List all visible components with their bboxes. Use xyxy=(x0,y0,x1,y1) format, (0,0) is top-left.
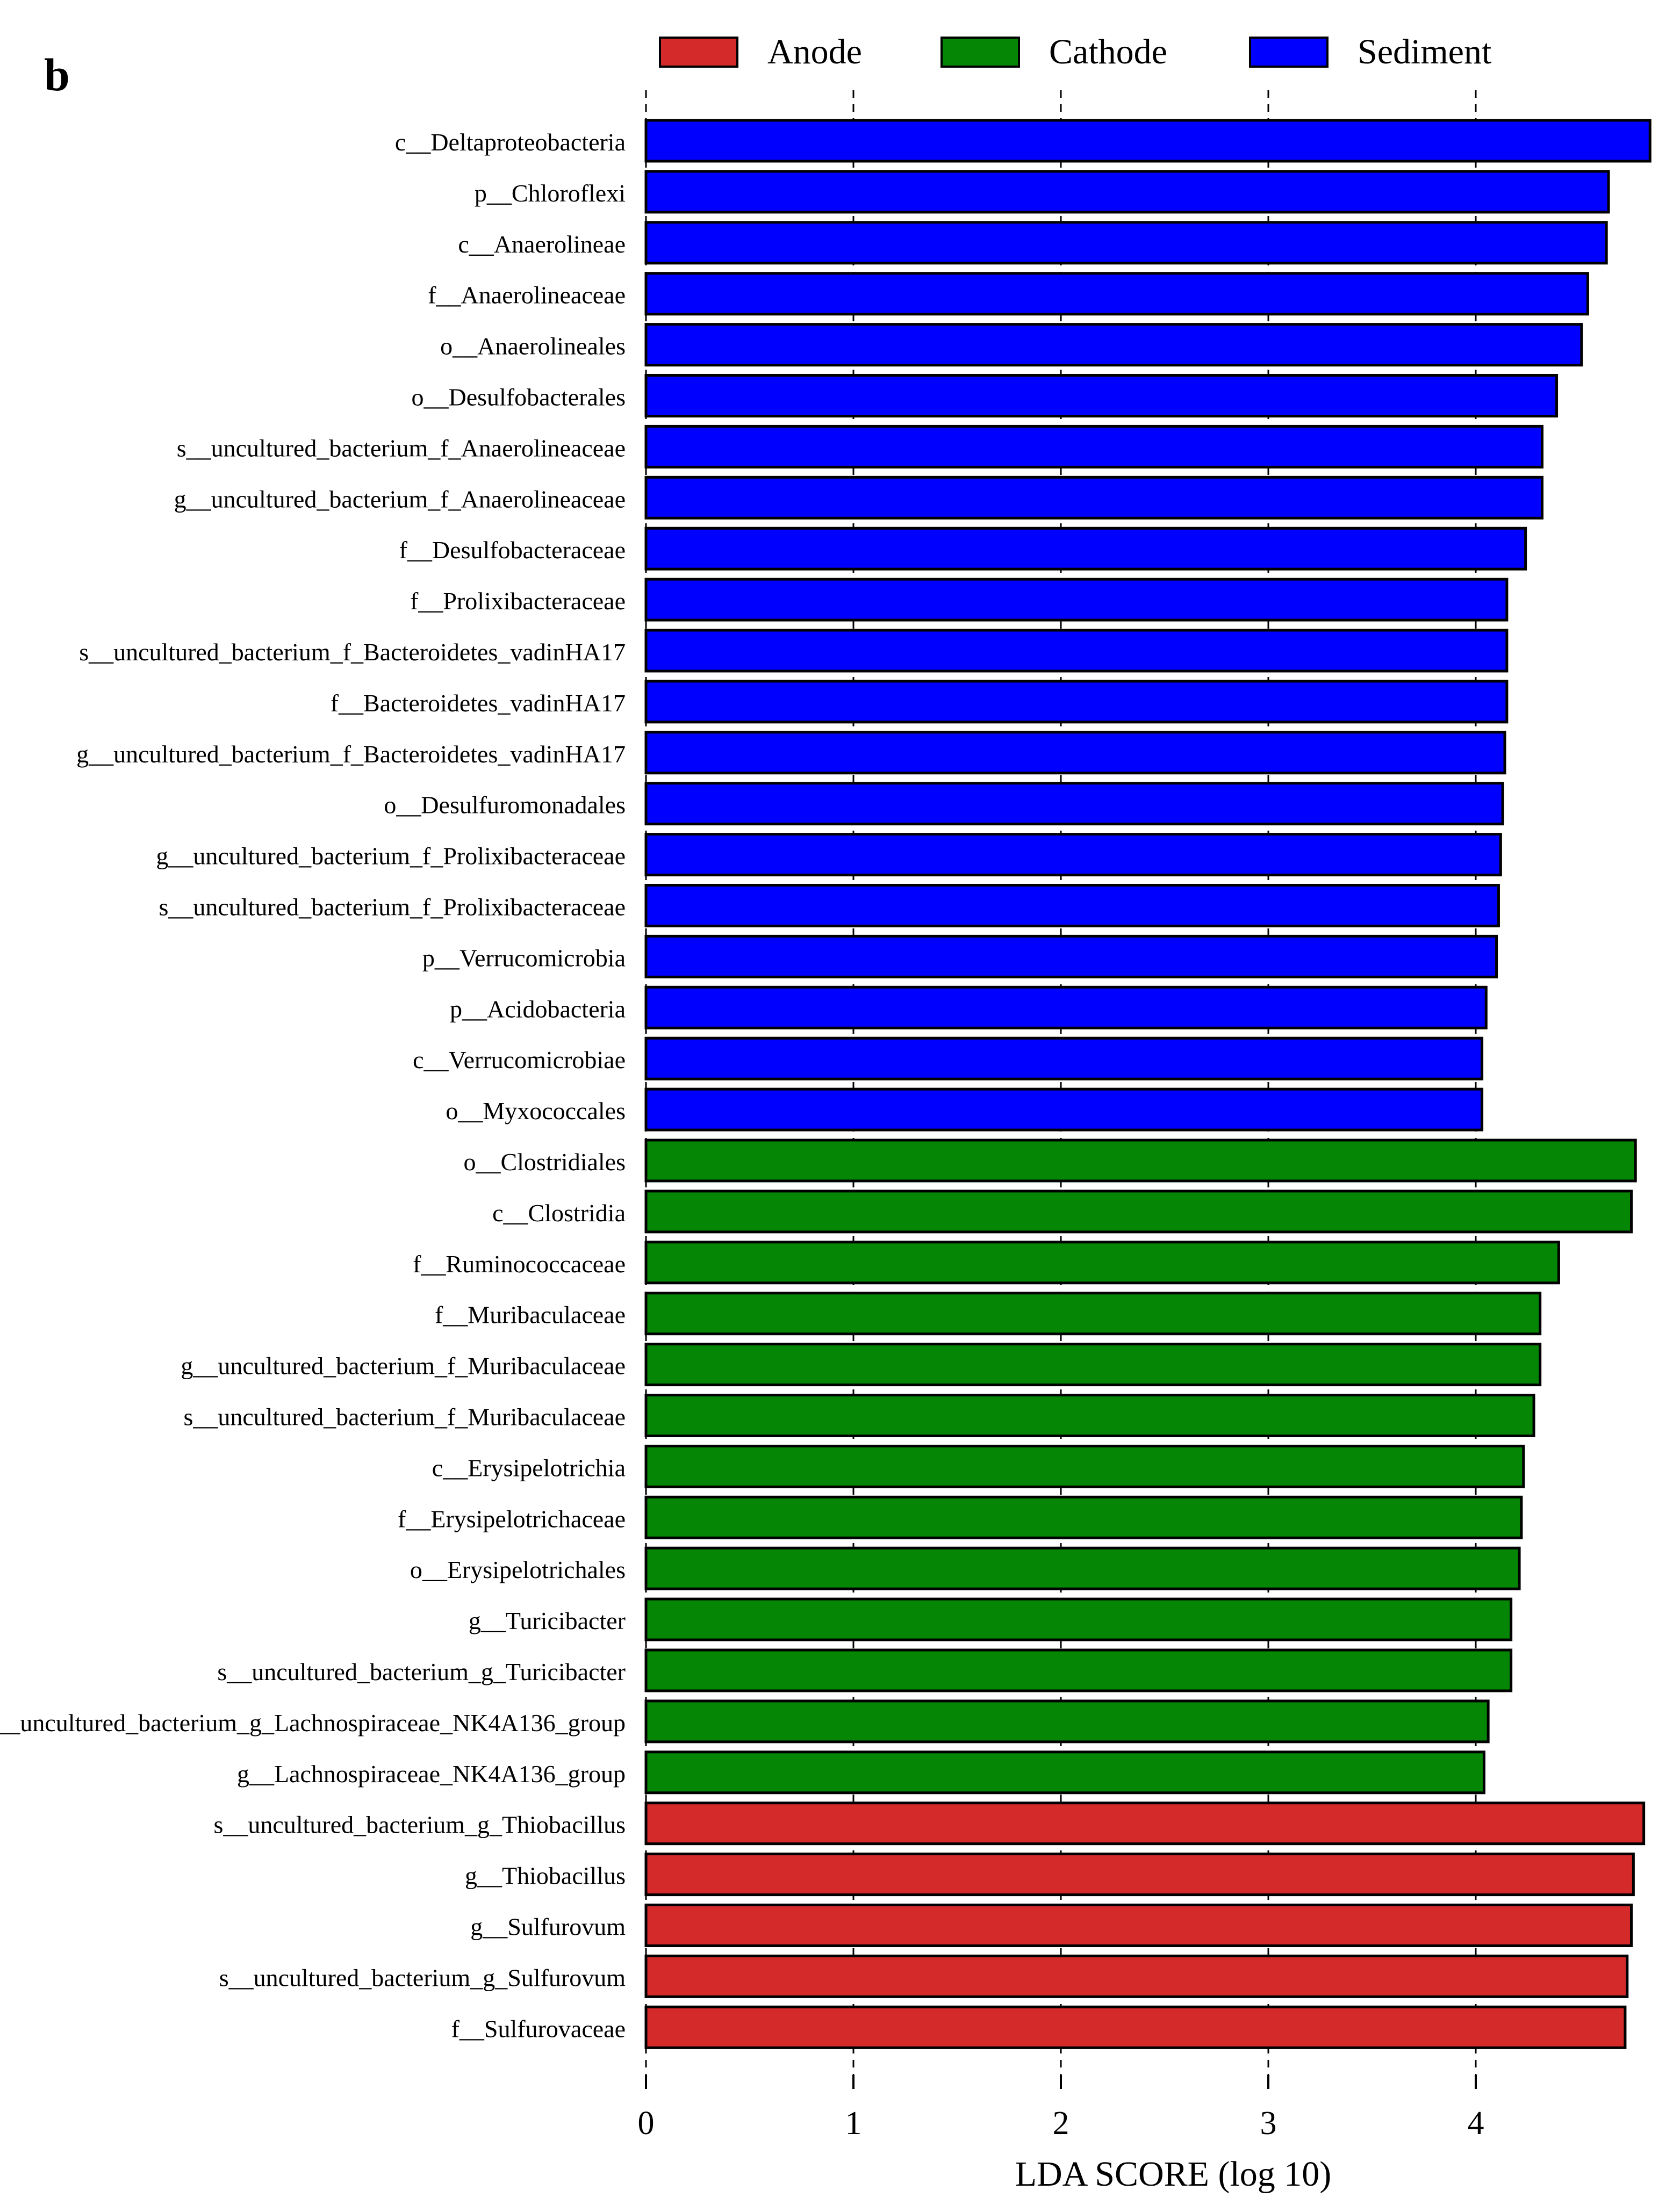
bar-label-o-myxococcales: o__Myxococcales xyxy=(446,1097,626,1125)
bar-o-desulfobacterales xyxy=(644,374,1559,417)
bar-s-uncultured-bacterium-g-sulfurovum xyxy=(644,1954,1629,1998)
bar-o-erysipelotrichales xyxy=(644,1546,1521,1590)
bar-label-f-prolixibacteraceae: f__Prolixibacteraceae xyxy=(410,587,626,615)
bar-o-clostridiales xyxy=(644,1139,1637,1183)
bar-label-p-acidobacteria: p__Acidobacteria xyxy=(450,995,626,1022)
legend: Anode Cathode Sediment xyxy=(659,32,1491,71)
bar-f-ruminococcaceae xyxy=(644,1241,1560,1285)
legend-label-cathode: Cathode xyxy=(1049,32,1167,71)
bar-f-sulfurovaceae xyxy=(644,2005,1627,2049)
bar-label-p-chloroflexi: p__Chloroflexi xyxy=(475,179,626,207)
bar-label-c-anaerolineae: c__Anaerolineae xyxy=(458,230,626,258)
bar-label-f-muribaculaceae: f__Muribaculaceae xyxy=(435,1301,626,1329)
bar-label-o-clostridiales: o__Clostridiales xyxy=(463,1148,626,1176)
bar-label-g-turicibacter: g__Turicibacter xyxy=(469,1607,626,1634)
panel-label: b xyxy=(44,49,70,100)
bar-label-g-uncultured-bacterium-f-bacteroidetes-vadinha17: g__uncultured_bacterium_f_Bacteroidetes_… xyxy=(76,740,626,768)
x-tick-label-1: 1 xyxy=(845,2105,862,2142)
bar-label-s-uncultured-bacterium-f-anaerolineaceae: s__uncultured_bacterium_f_Anaerolineacea… xyxy=(177,434,626,462)
bar-g-turicibacter xyxy=(644,1597,1513,1641)
bar-o-desulfuromonadales xyxy=(644,782,1504,826)
bar-label-c-erysipelotrichia: c__Erysipelotrichia xyxy=(432,1454,626,1481)
bar-label-f-desulfobacteraceae: f__Desulfobacteraceae xyxy=(399,536,626,564)
bar-label-s-uncultured-bacterium-g-lachnospiraceae-nk4a136-group: s__uncultured_bacterium_g_Lachnospiracea… xyxy=(0,1709,626,1737)
bar-o-myxococcales xyxy=(644,1087,1484,1132)
bar-label-s-uncultured-bacterium-g-thiobacillus: s__uncultured_bacterium_g_Thiobacillus xyxy=(214,1811,626,1839)
bar-label-c-clostridia: c__Clostridia xyxy=(492,1199,626,1227)
bar-s-uncultured-bacterium-f-anaerolineaceae xyxy=(644,424,1544,469)
x-axis-label: LDA SCORE (log 10) xyxy=(1015,2155,1332,2194)
bar-f-bacteroidetes-vadinha17 xyxy=(644,680,1509,724)
bar-c-anaerolineae xyxy=(644,221,1608,265)
bar-label-g-uncultured-bacterium-f-muribaculaceae: g__uncultured_bacterium_f_Muribaculaceae xyxy=(181,1352,626,1380)
bar-g-lachnospiraceae-nk4a136-group xyxy=(644,1750,1485,1795)
bar-g-uncultured-bacterium-f-bacteroidetes-vadinha17 xyxy=(644,731,1506,775)
bar-s-uncultured-bacterium-f-prolixibacteraceae xyxy=(644,884,1500,927)
bar-label-g-thiobacillus: g__Thiobacillus xyxy=(465,1862,626,1890)
bars-group xyxy=(644,119,1652,2049)
bar-s-uncultured-bacterium-f-muribaculaceae xyxy=(644,1394,1535,1437)
bar-p-chloroflexi xyxy=(644,170,1610,214)
legend-swatch-anode xyxy=(659,37,738,68)
bar-label-f-anaerolineaceae: f__Anaerolineaceae xyxy=(428,282,626,309)
bar-label-c-deltaproteobacteria: c__Deltaproteobacteria xyxy=(395,128,626,156)
bar-g-uncultured-bacterium-f-prolixibacteraceae xyxy=(644,833,1502,877)
bar-f-prolixibacteraceae xyxy=(644,578,1509,622)
x-tick-label-3: 3 xyxy=(1260,2105,1277,2142)
bar-s-uncultured-bacterium-g-thiobacillus xyxy=(644,1802,1646,1846)
bar-label-o-desulfobacterales: o__Desulfobacterales xyxy=(411,384,626,411)
bar-c-erysipelotrichia xyxy=(644,1444,1525,1488)
x-tick-label-0: 0 xyxy=(638,2105,655,2142)
bar-label-f-bacteroidetes-vadinha17: f__Bacteroidetes_vadinHA17 xyxy=(331,689,626,717)
legend-swatch-sediment xyxy=(1249,37,1329,68)
bar-label-s-uncultured-bacterium-f-prolixibacteraceae: s__uncultured_bacterium_f_Prolixibactera… xyxy=(159,894,626,921)
legend-label-sediment: Sediment xyxy=(1358,32,1491,71)
bar-label-o-desulfuromonadales: o__Desulfuromonadales xyxy=(384,791,626,819)
bar-label-f-ruminococcaceae: f__Ruminococcaceae xyxy=(413,1250,626,1278)
bar-label-f-sulfurovaceae: f__Sulfurovaceae xyxy=(451,2015,626,2042)
legend-label-anode: Anode xyxy=(767,32,862,71)
bar-label-o-erysipelotrichales: o__Erysipelotrichales xyxy=(410,1556,626,1583)
bar-label-g-uncultured-bacterium-f-anaerolineaceae: g__uncultured_bacterium_f_Anaerolineacea… xyxy=(174,485,626,513)
bar-label-f-erysipelotrichaceae: f__Erysipelotrichaceae xyxy=(398,1505,626,1532)
bar-f-desulfobacteraceae xyxy=(644,527,1527,571)
bar-o-anaerolineales xyxy=(644,323,1583,367)
bar-label-g-uncultured-bacterium-f-prolixibacteraceae: g__uncultured_bacterium_f_Prolixibactera… xyxy=(156,842,626,870)
bar-label-p-verrucomicrobia: p__Verrucomicrobia xyxy=(422,944,626,971)
bar-p-verrucomicrobia xyxy=(644,934,1498,978)
bar-label-s-uncultured-bacterium-f-muribaculaceae: s__uncultured_bacterium_f_Muribaculaceae xyxy=(183,1403,626,1431)
bar-c-clostridia xyxy=(644,1190,1633,1234)
x-tick-label-4: 4 xyxy=(1468,2105,1484,2142)
x-axis: 0 1 2 3 4 xyxy=(638,2075,1484,2142)
bar-f-anaerolineaceae xyxy=(644,272,1589,316)
bar-g-sulfurovum xyxy=(644,1904,1633,1947)
bar-p-acidobacteria xyxy=(644,985,1488,1029)
bar-label-c-verrucomicrobiae: c__Verrucomicrobiae xyxy=(413,1046,626,1073)
bar-label-s-uncultured-bacterium-g-turicibacter: s__uncultured_bacterium_g_Turicibacter xyxy=(217,1658,626,1685)
x-tick-label-2: 2 xyxy=(1053,2105,1069,2142)
bar-c-deltaproteobacteria xyxy=(644,119,1652,163)
bar-label-s-uncultured-bacterium-g-sulfurovum: s__uncultured_bacterium_g_Sulfurovum xyxy=(219,1964,626,1991)
bar-f-muribaculaceae xyxy=(644,1292,1542,1336)
bar-s-uncultured-bacterium-f-bacteroidetes-vadinha17 xyxy=(644,629,1509,673)
bar-label-g-sulfurovum: g__Sulfurovum xyxy=(470,1913,626,1941)
category-labels: c__Deltaproteobacteria p__Chloroflexi c__A… xyxy=(0,128,626,2042)
bar-f-erysipelotrichaceae xyxy=(644,1495,1523,1539)
bar-label-s-uncultured-bacterium-f-bacteroidetes-vadinha17: s__uncultured_bacterium_f_Bacteroidetes_… xyxy=(79,638,626,666)
bar-g-thiobacillus xyxy=(644,1853,1635,1897)
bar-g-uncultured-bacterium-f-muribaculaceae xyxy=(644,1343,1542,1387)
bar-g-uncultured-bacterium-f-anaerolineaceae xyxy=(644,475,1544,520)
bar-label-o-anaerolineales: o__Anaerolineales xyxy=(440,333,626,360)
bar-s-uncultured-bacterium-g-lachnospiraceae-nk4a136-group xyxy=(644,1699,1490,1743)
bar-s-uncultured-bacterium-g-turicibacter xyxy=(644,1648,1513,1692)
bar-c-verrucomicrobiae xyxy=(644,1036,1484,1080)
legend-swatch-cathode xyxy=(940,37,1020,68)
bar-label-g-lachnospiraceae-nk4a136-group: g__Lachnospiraceae_NK4A136_group xyxy=(237,1760,626,1788)
